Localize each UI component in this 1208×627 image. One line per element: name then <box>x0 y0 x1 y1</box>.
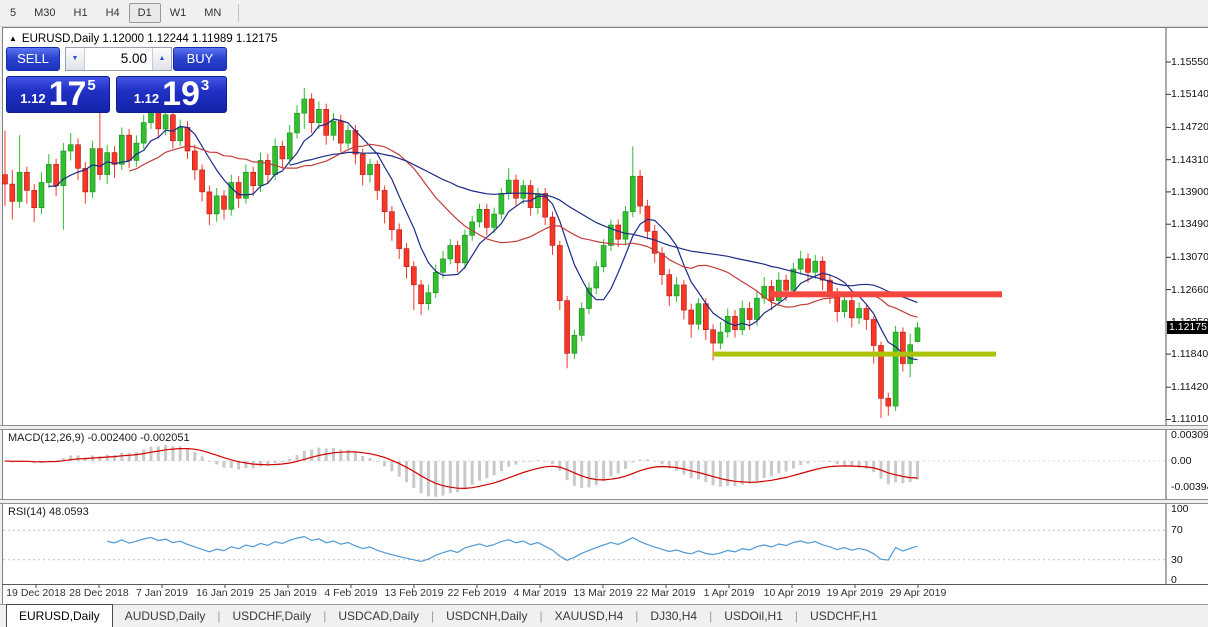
svg-text:25 Jan 2019: 25 Jan 2019 <box>259 587 317 599</box>
chart-tab-audusd-daily[interactable]: AUDUSD,Daily <box>124 609 206 623</box>
chart-tab-dj30-h4[interactable]: DJ30,H4 <box>650 609 698 623</box>
sell-price-tile[interactable]: 1.12 17 5 <box>6 76 110 113</box>
chart-tab-bar: EURUSD,Daily AUDUSD,Daily | USDCHF,Daily… <box>0 604 1208 627</box>
trade-button-row: SELL ▼ 5.00 ▲ BUY <box>6 47 227 72</box>
sell-price-prefix: 1.12 <box>20 91 46 106</box>
svg-text:10 Apr 2019: 10 Apr 2019 <box>764 587 821 599</box>
buy-button[interactable]: BUY <box>173 47 227 71</box>
volume-stepper: ▼ 5.00 ▲ <box>65 47 172 71</box>
tab-separator: | <box>431 609 435 623</box>
chart-tab-usdcad-daily[interactable]: USDCAD,Daily <box>338 609 419 623</box>
timeframe-button-mn[interactable]: MN <box>204 7 222 19</box>
chart-title: ▲ EURUSD,Daily 1.12000 1.12244 1.11989 1.… <box>9 33 277 45</box>
timeframe-button-d1[interactable]: D1 <box>128 3 161 23</box>
svg-text:22 Mar 2019: 22 Mar 2019 <box>637 587 696 599</box>
volume-input[interactable]: 5.00 <box>120 51 147 66</box>
svg-text:16 Jan 2019: 16 Jan 2019 <box>196 587 254 599</box>
timeframe-button-w1[interactable]: W1 <box>169 7 187 19</box>
timeframe-button-h1[interactable]: H1 <box>73 7 88 19</box>
rsi-panel-separator[interactable] <box>0 499 1208 504</box>
timeframe-button-m30[interactable]: M30 <box>34 7 56 19</box>
sell-price-sup: 5 <box>87 77 96 94</box>
tab-separator: | <box>794 609 799 623</box>
buy-price-prefix: 1.12 <box>133 91 160 106</box>
toolbar-separator <box>238 4 240 22</box>
chart-window <box>2 27 1208 605</box>
svg-text:7 Jan 2019: 7 Jan 2019 <box>136 587 188 599</box>
chart-title-text: EURUSD,Daily 1.12000 1.12244 1.11989 1.1… <box>21 33 278 45</box>
svg-text:22 Feb 2019: 22 Feb 2019 <box>448 587 507 599</box>
macd-indicator-label: MACD(12,26,9) -0.002400 -0.002051 <box>8 432 190 444</box>
tab-separator: | <box>217 609 221 623</box>
svg-text:28 Dec 2018: 28 Dec 2018 <box>69 587 129 599</box>
svg-text:19 Apr 2019: 19 Apr 2019 <box>827 587 884 599</box>
sell-price-big: 17 <box>48 75 87 114</box>
chart-tab-usdcnh-daily[interactable]: USDCNH,Daily <box>446 609 528 623</box>
timeframe-toolbar: 5 M30 H1 H4 D1 W1 MN <box>0 0 1208 27</box>
rsi-indicator-label: RSI(14) 48.0593 <box>8 506 89 518</box>
tab-separator: | <box>323 609 327 623</box>
chart-tab-usdoil-h1[interactable]: USDOil,H1 <box>724 609 783 623</box>
sell-button[interactable]: SELL <box>6 47 60 71</box>
svg-text:29 Apr 2019: 29 Apr 2019 <box>890 587 947 599</box>
one-click-trading-panel: SELL ▼ 5.00 ▲ BUY 1.12 17 5 1.12 19 3 <box>6 47 227 113</box>
svg-text:4 Mar 2019: 4 Mar 2019 <box>513 587 566 599</box>
chart-tab-usdchf-h1[interactable]: USDCHF,H1 <box>810 609 878 623</box>
svg-text:1 Apr 2019: 1 Apr 2019 <box>704 587 755 599</box>
buy-price-sup: 3 <box>200 77 210 94</box>
svg-text:4 Feb 2019: 4 Feb 2019 <box>324 587 377 599</box>
svg-text:13 Mar 2019: 13 Mar 2019 <box>574 587 633 599</box>
buy-price-tile[interactable]: 1.12 19 3 <box>116 76 227 113</box>
date-axis-line <box>2 584 1208 585</box>
chart-tab-eurusd-daily[interactable]: EURUSD,Daily <box>6 604 113 627</box>
macd-panel-separator[interactable] <box>0 425 1208 430</box>
tab-separator: | <box>539 609 543 623</box>
volume-increase-icon[interactable]: ▲ <box>152 48 171 70</box>
collapse-panel-icon[interactable]: ▲ <box>9 34 17 43</box>
chart-tab-usdchf-daily[interactable]: USDCHF,Daily <box>232 609 312 623</box>
timeframe-button-h4[interactable]: H4 <box>105 7 120 19</box>
chart-tab-xauusd-h4[interactable]: XAUUSD,H4 <box>554 609 624 623</box>
buy-price-big: 19 <box>162 75 200 114</box>
svg-text:13 Feb 2019: 13 Feb 2019 <box>385 587 444 599</box>
svg-text:19 Dec 2018: 19 Dec 2018 <box>6 587 66 599</box>
tab-separator: | <box>635 609 639 623</box>
timeframe-button-m5[interactable]: 5 <box>10 7 17 19</box>
volume-decrease-icon[interactable]: ▼ <box>66 48 85 70</box>
tab-separator: | <box>709 609 713 623</box>
